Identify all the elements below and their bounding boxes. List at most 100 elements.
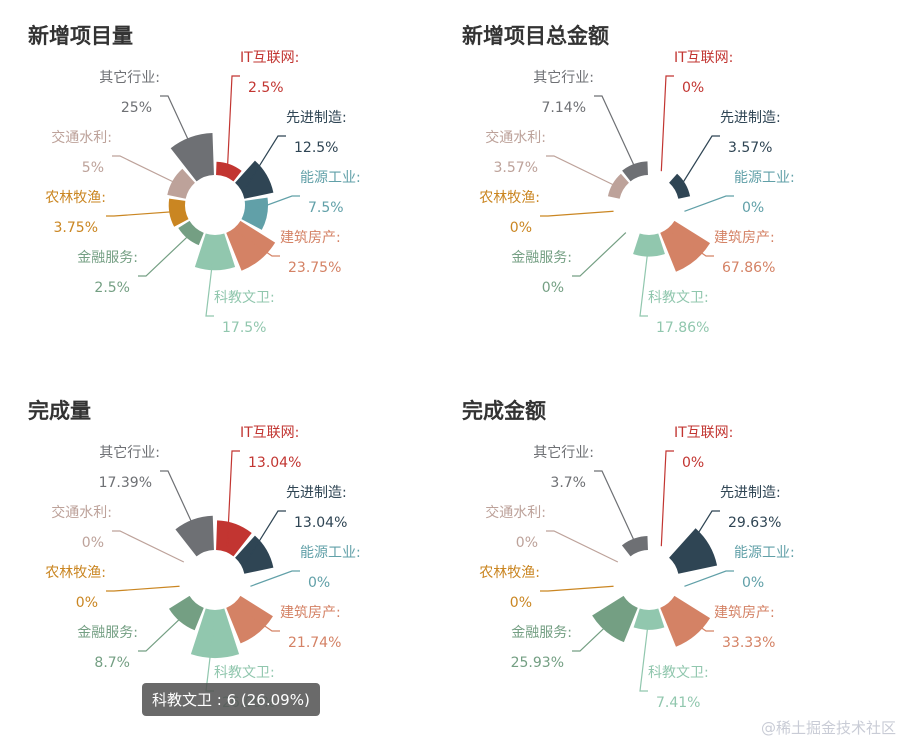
leader-line — [106, 585, 180, 592]
slice-category-label: 建筑房产: — [280, 230, 341, 246]
watermark: @稀土掘金技术社区 — [760, 719, 896, 737]
pie-slice[interactable] — [669, 528, 718, 574]
leader-line — [546, 155, 619, 188]
pie-slice[interactable] — [660, 595, 711, 647]
pie-slice[interactable] — [621, 536, 648, 557]
slice-category-label: 其它行业: — [99, 69, 160, 86]
chart-title: 新增项目总金额 — [462, 24, 609, 48]
leader-line — [572, 607, 627, 652]
slice-percent-label: 5% — [82, 160, 104, 176]
slice-percent-label: 12.5% — [294, 140, 338, 156]
pie-slice[interactable] — [226, 595, 273, 644]
slice-percent-label: 0% — [682, 80, 704, 96]
slice-percent-label: 13.04% — [248, 455, 301, 471]
leader-line — [226, 75, 240, 172]
pie-slice[interactable] — [622, 161, 648, 182]
slice-percent-label: 7.5% — [308, 200, 344, 216]
slice-category-label: 先进制造: — [720, 110, 781, 126]
leader-line — [250, 195, 300, 212]
pie-slice[interactable] — [607, 173, 629, 199]
slice-percent-label: 2.5% — [248, 80, 284, 96]
pie-slice[interactable] — [235, 160, 274, 199]
slice-percent-label: 3.75% — [54, 220, 98, 236]
pie-slice[interactable] — [235, 535, 274, 574]
slice-percent-label: 21.74% — [288, 635, 341, 651]
chart-title: 完成量 — [28, 399, 91, 423]
slice-category-label: 先进制造: — [286, 110, 347, 126]
chart-panel-new-amount: 新增项目总金额 IT互联网: 0% 先进制造: 3.57% 能源工业: 0% 建筑房产: 67… — [434, 0, 874, 370]
leader-line — [594, 95, 638, 172]
slice-category-label: 农林牧渔: — [479, 565, 540, 581]
chart-title: 新增项目量 — [28, 24, 133, 48]
slice-category-label: 农林牧渔: — [479, 190, 540, 206]
pie-slice[interactable] — [170, 133, 214, 182]
slice-percent-label: 17.86% — [656, 320, 709, 336]
slice-percent-label: 25% — [121, 100, 152, 116]
slice-percent-label: 67.86% — [722, 260, 775, 276]
slice-percent-label: 3.57% — [494, 160, 538, 176]
slice-percent-label: 3.57% — [728, 140, 772, 156]
leader-line — [679, 135, 720, 188]
slice-category-label: 金融服务: — [511, 625, 572, 641]
pie-slice[interactable] — [167, 168, 195, 199]
slice-category-label: 农林牧渔: — [45, 190, 106, 206]
slice-percent-label: 0% — [742, 200, 764, 216]
leader-line — [138, 607, 193, 652]
slice-percent-label: 0% — [82, 535, 104, 551]
leader-line — [639, 615, 650, 692]
pie-slice[interactable] — [168, 198, 189, 227]
pie-slice[interactable] — [241, 197, 269, 230]
slice-category-label: 建筑房产: — [714, 605, 775, 621]
slice-percent-label: 3.7% — [550, 475, 586, 491]
leader-line — [540, 585, 614, 592]
slice-percent-label: 33.33% — [722, 635, 775, 651]
leader-line — [684, 570, 734, 587]
slice-category-label: 金融服务: — [77, 625, 138, 641]
pie-slice[interactable] — [216, 161, 242, 182]
leader-line — [106, 210, 180, 217]
slice-category-label: 能源工业: — [300, 545, 361, 561]
slice-category-label: IT互联网: — [240, 50, 299, 66]
leader-line — [112, 155, 185, 188]
leader-line — [671, 607, 714, 632]
slice-category-label: 金融服务: — [77, 250, 138, 266]
pie-slice[interactable] — [190, 608, 240, 658]
slice-percent-label: 17.5% — [222, 320, 266, 336]
slice-category-label: 能源工业: — [300, 170, 361, 186]
pie-chart[interactable]: IT互联网: 0% 先进制造: 3.57% 能源工业: 0% 建筑房产: 67.86% 科教文卫… — [434, 0, 874, 370]
slice-category-label: 交通水利: — [485, 129, 546, 146]
leader-line — [160, 470, 204, 547]
slice-percent-label: 0% — [542, 280, 564, 296]
slice-percent-label: 0% — [682, 455, 704, 471]
pie-slice[interactable] — [194, 233, 236, 271]
slice-category-label: 交通水利: — [485, 504, 546, 521]
leader-line — [237, 607, 280, 632]
leader-line — [684, 195, 734, 212]
leader-line — [594, 470, 638, 547]
pie-chart[interactable]: IT互联网: 0% 先进制造: 29.63% 能源工业: 0% 建筑房产: 33.33% 科教文… — [434, 375, 874, 745]
slice-category-label: 建筑房产: — [280, 605, 341, 621]
pie-slice[interactable] — [175, 515, 214, 557]
slice-category-label: 建筑房产: — [714, 230, 775, 246]
leader-line — [679, 510, 720, 563]
slice-category-label: 能源工业: — [734, 170, 795, 186]
pie-chart[interactable]: IT互联网: 2.5%先进制造: 12.5% 能源工业: 7.5% 建筑房产: 23.75%… — [0, 0, 440, 370]
slice-percent-label: 8.7% — [94, 655, 130, 671]
leader-line — [660, 450, 674, 547]
leader-line — [540, 210, 614, 217]
pie-slice[interactable] — [660, 220, 711, 272]
pie-slice[interactable] — [669, 173, 691, 199]
leader-line — [226, 450, 240, 547]
slice-category-label: 科教文卫: — [214, 290, 275, 306]
chart-tooltip: 科教文卫 : 6 (26.09%) — [142, 683, 320, 716]
leader-line — [237, 232, 280, 257]
slice-percent-label: 25.93% — [511, 655, 564, 671]
pie-slice[interactable] — [216, 520, 252, 557]
slice-percent-label: 23.75% — [288, 260, 341, 276]
slice-percent-label: 7.14% — [542, 100, 586, 116]
slice-category-label: 其它行业: — [99, 444, 160, 461]
pie-slice[interactable] — [592, 595, 638, 643]
slice-category-label: 交通水利: — [51, 504, 112, 521]
leader-line — [671, 232, 714, 257]
slice-percent-label: 0% — [308, 575, 330, 591]
